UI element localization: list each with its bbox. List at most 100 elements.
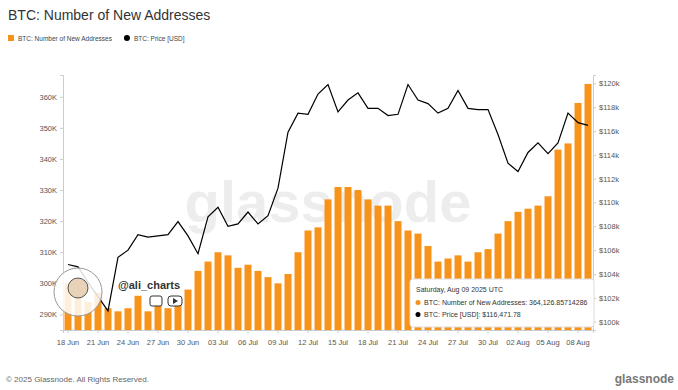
y-tick-mark [60,97,63,98]
y-tick-mark [60,128,63,129]
y-tick-label: 330K [39,186,57,195]
bar [225,255,232,330]
x-tick-label: 09 Jul [268,338,288,347]
y2-tick-label: $118k [599,103,619,112]
y2-tick-label: $114k [599,151,619,160]
tooltip-swatch [416,312,421,317]
y2-tick: $102k [593,294,620,303]
y2-tick-label: $104k [599,270,620,279]
y-tick: 340K [39,155,63,164]
x-tick: 27 Jul [448,330,468,347]
social-icon [168,296,182,306]
x-tick-label: 03 Jul [208,338,228,347]
y2-tick-mark [593,107,596,108]
y-tick: 350K [39,124,63,133]
title: BTC: Number of New Addresses [8,7,210,23]
bar [265,277,272,330]
social-icon [150,296,162,306]
x-tick-label: 18 Jun [57,338,80,347]
bar [215,252,222,330]
x-tick-mark [308,330,309,333]
legend: BTC: Number of New AddressesBTC: Price [… [8,35,185,43]
chart-svg: glassnodeBTC: Number of New AddressesBTC… [0,0,678,390]
y2-tick-mark [593,250,596,251]
avatar-face [68,278,88,298]
tooltip-title: Saturday, Aug 09 2025 UTC [416,286,503,294]
y2-tick: $110k [593,198,619,207]
y2-tick-mark [593,203,596,204]
bar [245,265,252,330]
x-tick-mark [248,330,249,333]
x-tick-label: 24 Jul [418,338,438,347]
legend-swatch [124,35,130,41]
legend-swatch [8,35,14,41]
x-tick-mark [218,330,219,333]
x-tick: 30 Jun [177,330,200,347]
bar [185,290,192,330]
y2-tick-label: $110k [599,198,619,207]
bar [385,206,392,330]
bar [145,311,152,330]
bar [285,274,292,330]
y2-tick-label: $116k [599,127,619,136]
x-tick-label: 06 Jul [238,338,258,347]
y-tick: 330K [39,186,63,195]
x-tick-mark [578,330,579,333]
x-axis-line [64,331,594,334]
bar [345,187,352,330]
x-tick: 30 Jul [478,330,498,347]
x-tick: 24 Jun [117,330,140,347]
bar [375,206,382,330]
bar [295,252,302,330]
bar [205,262,212,330]
y-tick-label: 340K [39,155,57,164]
y2-tick-label: $112k [599,175,619,184]
social-icon [173,298,178,304]
x-tick-label: 30 Jun [177,338,200,347]
bar [235,268,242,330]
bar [305,230,312,330]
y2-tick-mark [593,131,596,132]
y2-tick: $112k [593,175,619,184]
x-tick-mark [368,330,369,333]
x-tick: 09 Jul [268,330,288,347]
x-tick-label: 08 Aug [566,338,589,347]
bar [165,308,172,330]
x-tick-mark [68,330,69,333]
bar [125,308,132,330]
bar [135,296,142,330]
price-line [68,85,588,311]
y2-tick: $106k [593,246,620,255]
bar [315,227,322,330]
x-tick-label: 24 Jun [117,338,140,347]
y-tick-mark [60,190,63,191]
x-tick: 18 Jun [57,330,80,347]
x-tick-mark [158,330,159,333]
bar [275,283,282,330]
x-tick-mark [278,330,279,333]
x-tick-label: 30 Jul [478,338,498,347]
x-tick-label: 15 Jul [328,338,348,347]
x-tick-mark [398,330,399,333]
x-tick-label: 21 Jun [87,338,110,347]
x-tick: 06 Jul [238,330,258,347]
y2-tick: $100k [593,318,620,327]
bar [155,305,162,330]
y2-tick: $108k [593,222,620,231]
y-tick-label: 290K [39,310,57,319]
y2-tick-mark [593,83,596,84]
x-tick-mark [488,330,489,333]
bar [335,187,342,330]
logo: glassnode [615,372,675,386]
y2-axis: $100k $102k $104k $106k $108k $110k $112k $114k… [593,76,620,331]
y-tick: 360K [39,93,63,102]
x-tick-mark [548,330,549,333]
x-tick-mark [98,330,99,333]
x-tick-label: 05 Aug [536,338,559,347]
bar [255,271,262,330]
background [0,0,678,390]
tooltip-box [410,279,594,327]
bar [395,221,402,330]
x-tick: 15 Jul [328,330,348,347]
tooltip-swatch [416,300,421,305]
